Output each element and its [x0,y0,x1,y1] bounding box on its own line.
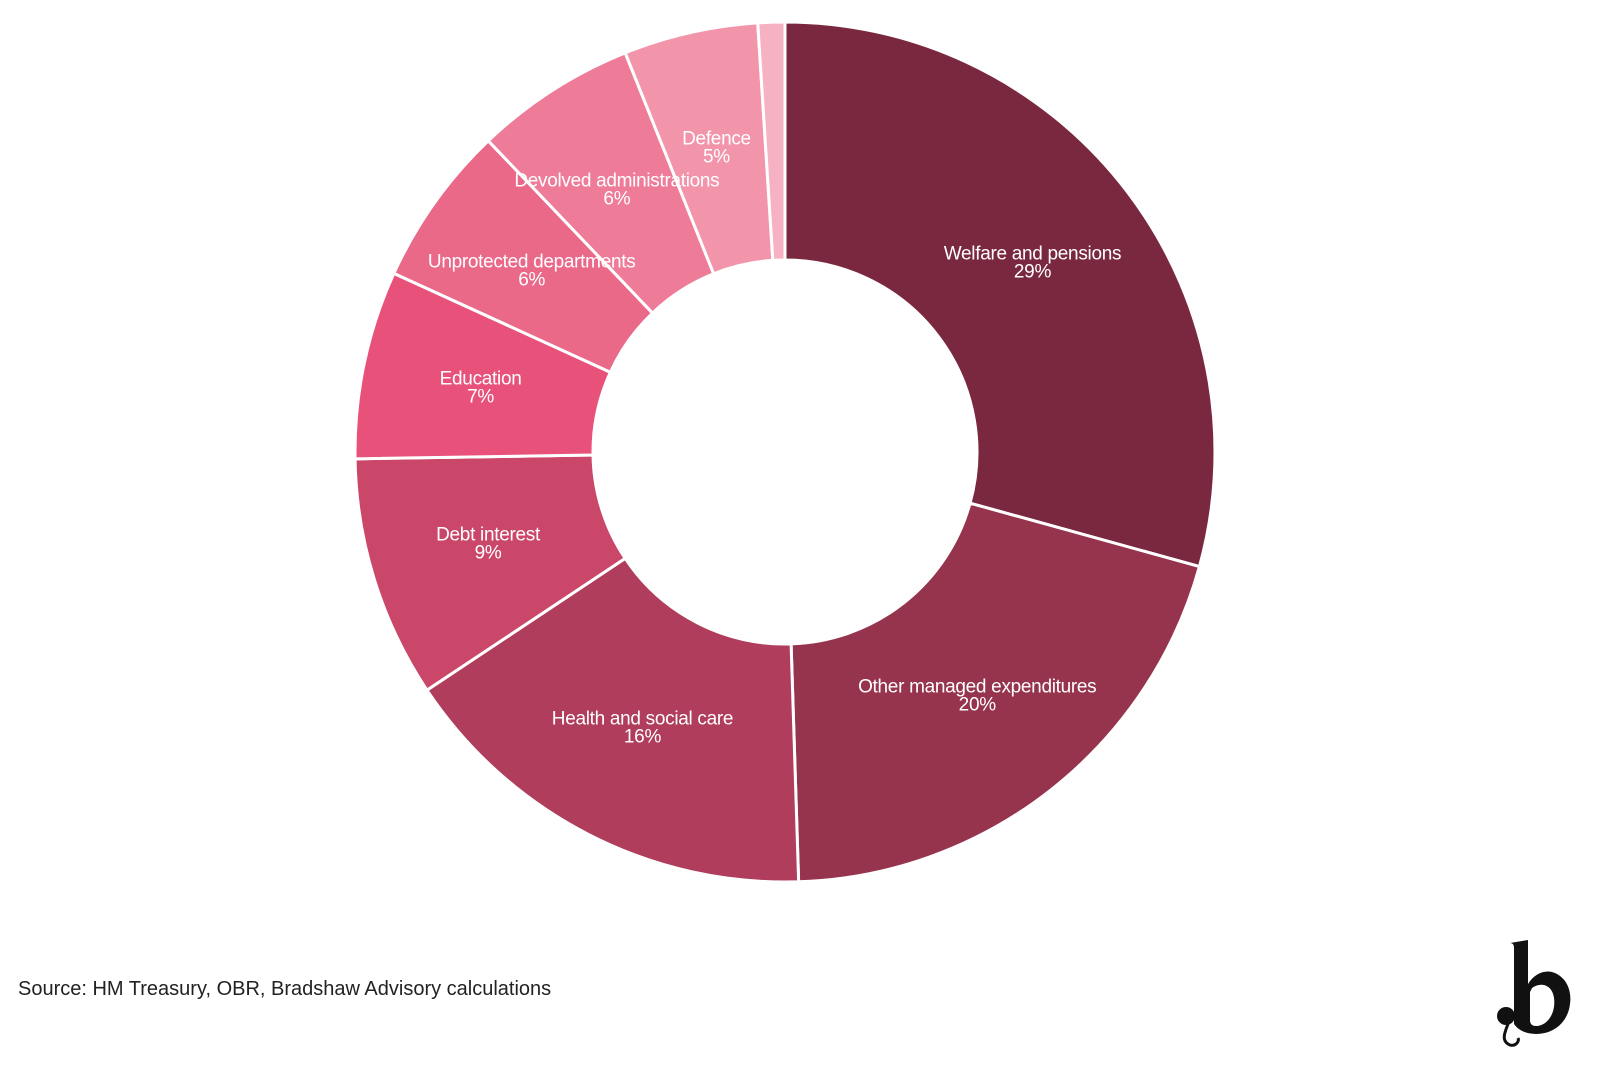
slice-value-other-managed-expenditures: 20% [959,694,997,715]
donut-slices [353,20,1217,884]
slice-label-health-and-social-care: Health and social care [552,708,733,729]
slice-value-welfare-and-pensions: 29% [1014,262,1052,283]
slice-value-debt-interest: 9% [475,542,502,563]
slice-debt-interest [353,453,627,692]
slice-value-unprotected-departments: 6% [518,270,545,291]
slice-label-unprotected-departments: Unprotected departments [428,252,636,273]
slice-value-education: 7% [467,386,494,407]
slice-label-devolved-administrations: Devolved administrations [514,170,719,191]
slice-value-devolved-administrations: 6% [603,188,630,209]
slice-label-defence: Defence [682,129,751,150]
slice-label-welfare-and-pensions: Welfare and pensions [944,244,1121,265]
slice-label-education: Education [440,368,522,389]
slice-other-8 [756,20,787,262]
slice-label-other-managed-expenditures: Other managed expenditures [858,676,1096,697]
slice-value-defence: 5% [703,147,730,168]
slice-welfare-and-pensions [783,20,1217,569]
bradshaw-b-logo-icon [1488,938,1578,1048]
slice-health-and-social-care [425,556,801,884]
slice-label-debt-interest: Debt interest [436,524,541,545]
slice-other-managed-expenditures [789,501,1201,884]
source-note: Source: HM Treasury, OBR, Bradshaw Advis… [18,978,552,1000]
slice-value-health-and-social-care: 16% [624,726,662,747]
